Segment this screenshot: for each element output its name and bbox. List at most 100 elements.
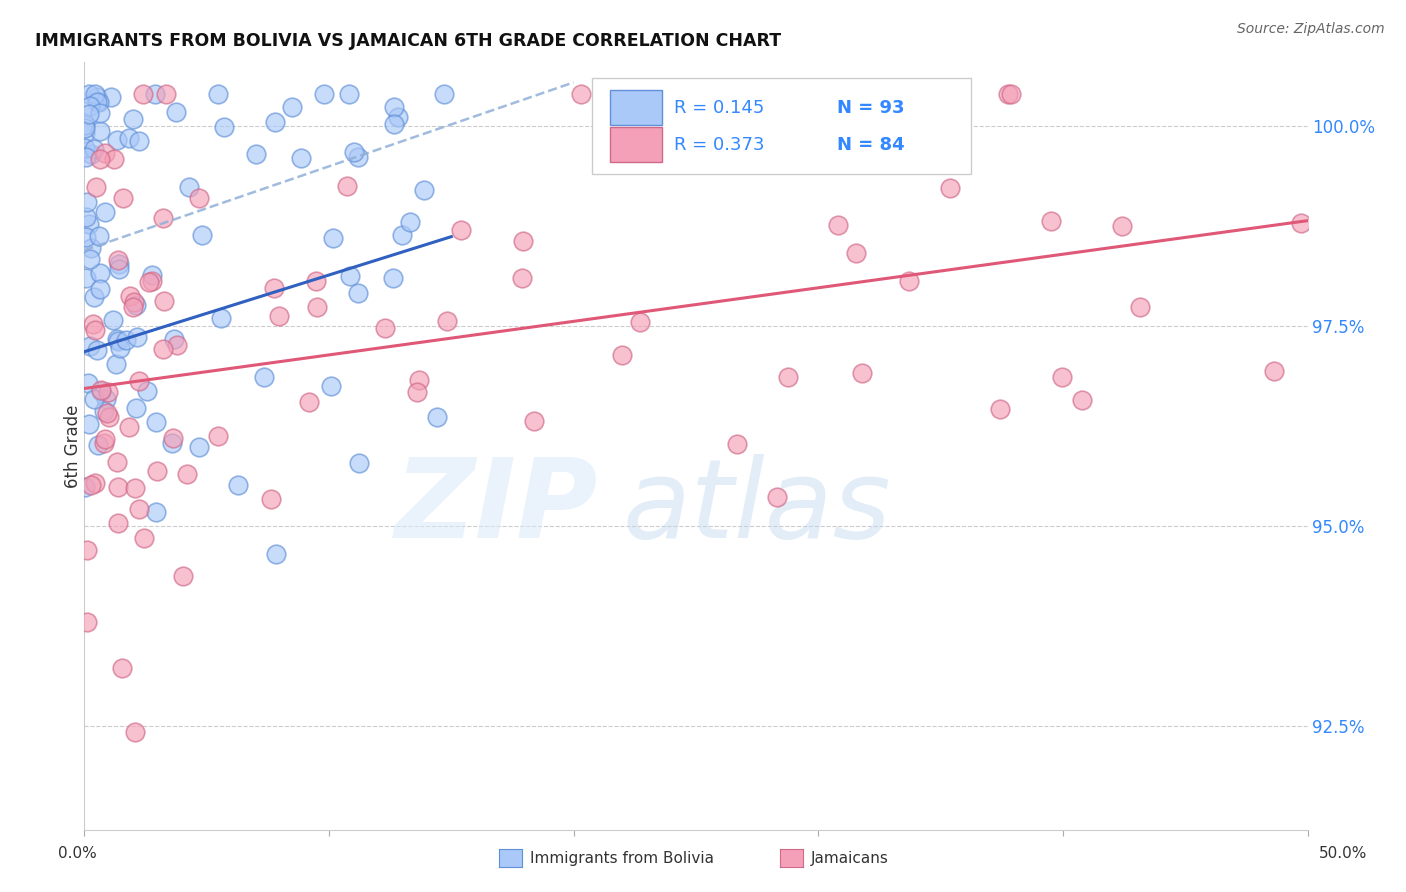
Point <box>89 105 111 120</box>
Point <box>77 417 100 432</box>
Point <box>725 437 748 451</box>
Point <box>96 392 118 406</box>
Point <box>77 87 100 102</box>
Point <box>381 271 404 285</box>
Point <box>128 134 150 148</box>
Point <box>153 293 176 308</box>
Point <box>73 480 96 494</box>
Point <box>79 252 101 266</box>
Point <box>108 341 131 355</box>
Point <box>138 275 160 289</box>
Point <box>97 384 120 399</box>
Point <box>166 338 188 352</box>
Point <box>938 87 960 102</box>
Point <box>96 406 118 420</box>
FancyBboxPatch shape <box>610 90 662 126</box>
Point <box>628 315 651 329</box>
Point <box>851 366 873 380</box>
Point <box>391 227 413 242</box>
Point <box>432 87 454 102</box>
Point <box>845 245 868 260</box>
Point <box>141 274 163 288</box>
Point <box>80 241 103 255</box>
Point <box>337 87 360 102</box>
Point <box>339 268 361 283</box>
Point <box>155 87 177 102</box>
Point <box>79 99 101 113</box>
Point <box>98 409 121 424</box>
Point <box>177 180 200 194</box>
Point <box>89 124 111 138</box>
Point <box>305 274 328 288</box>
Point <box>77 376 100 390</box>
Point <box>83 87 105 102</box>
Point <box>897 274 920 288</box>
Point <box>75 210 97 224</box>
Point <box>104 358 127 372</box>
Point <box>145 416 167 430</box>
Text: atlas: atlas <box>623 454 891 561</box>
Point <box>121 301 143 315</box>
Point <box>132 87 155 102</box>
Point <box>1263 364 1285 378</box>
Point <box>382 100 405 114</box>
Point <box>125 401 148 415</box>
Text: IMMIGRANTS FROM BOLIVIA VS JAMAICAN 6TH GRADE CORRELATION CHART: IMMIGRANTS FROM BOLIVIA VS JAMAICAN 6TH … <box>35 32 782 50</box>
Point <box>176 467 198 482</box>
Point <box>413 183 436 197</box>
Point <box>107 252 129 267</box>
Point <box>436 314 458 328</box>
Point <box>134 531 156 545</box>
Point <box>290 151 312 165</box>
Point <box>312 87 335 102</box>
Point <box>80 147 103 161</box>
Point <box>73 141 96 155</box>
Point <box>152 343 174 357</box>
Point <box>374 321 396 335</box>
Point <box>90 384 112 398</box>
Text: ZIP: ZIP <box>395 454 598 561</box>
Point <box>165 105 187 120</box>
Point <box>512 271 534 285</box>
Text: 50.0%: 50.0% <box>1319 847 1367 861</box>
Point <box>399 215 422 229</box>
Point <box>595 87 617 102</box>
Point <box>75 271 97 285</box>
Point <box>765 490 787 504</box>
Point <box>90 384 112 398</box>
Point <box>141 268 163 283</box>
Point <box>87 228 110 243</box>
Point <box>172 569 194 583</box>
Y-axis label: 6th Grade: 6th Grade <box>65 404 82 488</box>
Point <box>107 479 129 493</box>
Point <box>207 87 229 102</box>
Point <box>115 333 138 347</box>
Point <box>146 464 169 478</box>
Point <box>569 87 592 102</box>
Point <box>107 334 129 348</box>
Point <box>426 410 449 425</box>
Point <box>450 223 472 237</box>
Text: 0.0%: 0.0% <box>58 847 97 861</box>
Point <box>207 429 229 443</box>
Text: N = 84: N = 84 <box>837 136 904 153</box>
Point <box>89 282 111 296</box>
Point <box>105 455 128 469</box>
Point <box>406 384 429 399</box>
Point <box>76 194 98 209</box>
Point <box>101 312 124 326</box>
Text: N = 93: N = 93 <box>837 99 904 117</box>
Point <box>111 660 134 674</box>
Point <box>84 180 107 194</box>
Point <box>83 290 105 304</box>
Point <box>93 205 115 219</box>
Point <box>253 369 276 384</box>
Point <box>107 516 129 531</box>
Point <box>266 547 288 561</box>
Point <box>347 286 370 301</box>
Point <box>83 476 105 491</box>
Point <box>108 262 131 277</box>
Point <box>280 100 302 114</box>
Point <box>297 395 319 409</box>
Point <box>82 318 104 332</box>
